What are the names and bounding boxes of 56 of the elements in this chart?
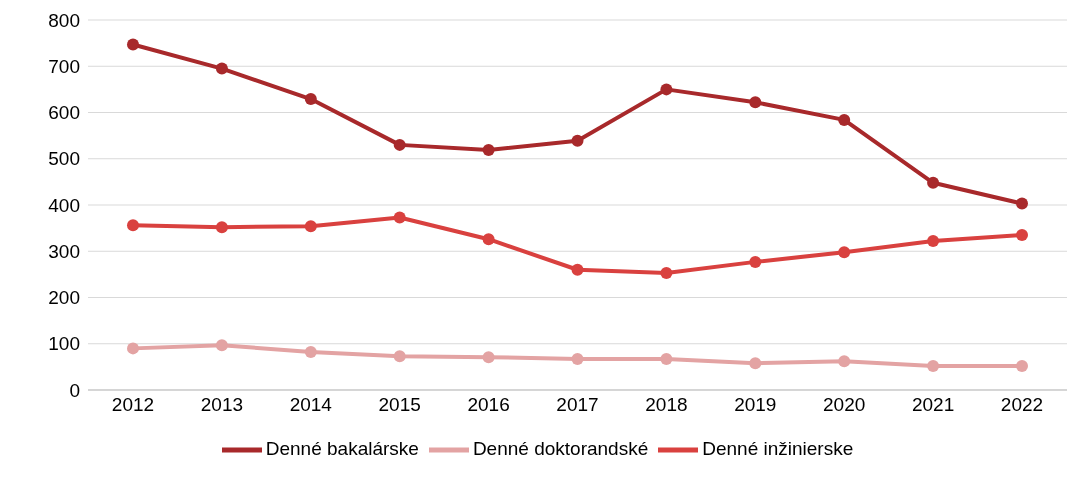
- point: [393, 350, 406, 363]
- x-tick-label: 2022: [1000, 394, 1044, 416]
- y-tick-label: 500: [48, 148, 80, 170]
- legend-label: Denné bakalárske: [265, 438, 419, 460]
- y-tick-label: 800: [48, 9, 80, 31]
- point: [127, 342, 139, 355]
- point: [304, 346, 317, 359]
- point: [1016, 359, 1028, 372]
- point: [838, 355, 851, 368]
- point: [660, 266, 673, 279]
- point: [393, 211, 406, 224]
- point: [571, 353, 584, 366]
- point: [215, 62, 228, 75]
- point: [304, 93, 317, 106]
- point: [927, 359, 940, 372]
- point: [838, 113, 851, 126]
- point: [749, 357, 762, 370]
- x-tick-label: 2016: [467, 394, 510, 416]
- point: [215, 339, 228, 352]
- point: [571, 134, 584, 147]
- point: [127, 38, 139, 51]
- point: [304, 220, 317, 233]
- point: [660, 353, 673, 366]
- x-tick-label: 2012: [111, 394, 155, 416]
- y-tick-label: 600: [48, 102, 80, 124]
- point: [927, 176, 940, 189]
- x-tick-label: 2014: [289, 394, 333, 416]
- point: [1016, 229, 1028, 242]
- point: [215, 221, 228, 234]
- point: [660, 83, 673, 96]
- point: [749, 255, 762, 268]
- point: [482, 233, 495, 246]
- point: [393, 138, 406, 151]
- point: [482, 143, 495, 156]
- point: [482, 351, 495, 364]
- x-tick-label: 2013: [200, 394, 244, 416]
- y-tick-label: 100: [48, 333, 80, 355]
- x-tick-label: 2017: [556, 394, 599, 416]
- point: [838, 246, 851, 259]
- x-tick-label: 2018: [645, 394, 688, 416]
- x-tick-label: 2020: [823, 394, 866, 416]
- y-tick-label: 0: [69, 379, 80, 401]
- y-tick-label: 300: [48, 240, 80, 262]
- point: [127, 219, 139, 232]
- y-tick-label: 400: [48, 194, 80, 216]
- point: [927, 235, 940, 248]
- y-tick-label: 200: [48, 287, 80, 309]
- point: [749, 96, 762, 109]
- legend-label: Denné inžinierske: [702, 438, 854, 460]
- x-tick-label: 2021: [911, 394, 955, 416]
- legend-label: Denné doktorandské: [472, 438, 649, 460]
- x-tick-label: 2019: [734, 394, 777, 416]
- point: [1016, 197, 1028, 210]
- y-tick-label: 700: [48, 56, 80, 77]
- point: [571, 263, 584, 276]
- x-tick-label: 2015: [378, 394, 421, 416]
